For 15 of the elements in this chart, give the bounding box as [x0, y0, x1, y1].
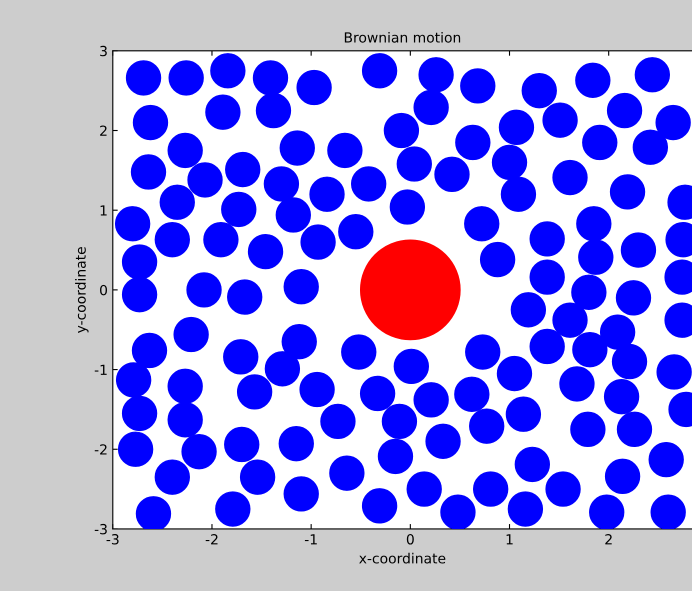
- x-tick-label: 2: [605, 534, 612, 544]
- x-tick-label: -2: [206, 534, 218, 544]
- y-tick-label: -1: [94, 364, 107, 375]
- x-tick-label: 1: [506, 534, 513, 544]
- x-tick-label: 0: [406, 534, 414, 545]
- y-tick-label: 1: [100, 205, 107, 216]
- y-tick-label: 0: [100, 284, 108, 296]
- y-tick-label: -2: [94, 444, 107, 455]
- y-tick-label: 3: [100, 46, 107, 56]
- y-tick-label: -3: [94, 524, 107, 534]
- chart-title: Brownian motion: [344, 32, 460, 43]
- x-tick-label: -1: [304, 534, 317, 544]
- y-axis-title: y-coordinate: [75, 247, 89, 334]
- x-axis-title: x-coordinate: [359, 552, 446, 564]
- y-tick-label: 2: [100, 125, 107, 136]
